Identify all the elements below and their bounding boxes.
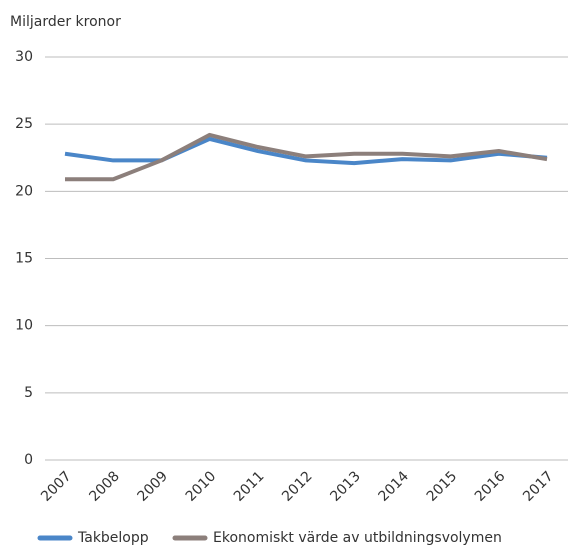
x-tick-label: 2012 — [279, 468, 316, 505]
x-tick-label: 2014 — [376, 468, 413, 505]
x-tick-label: 2013 — [327, 468, 364, 505]
y-tick-label: 5 — [24, 385, 33, 401]
x-tick-label: 2011 — [231, 468, 268, 505]
series-line — [65, 132, 548, 182]
x-tick-label: 2007 — [38, 468, 75, 505]
x-tick-label: 2010 — [183, 468, 220, 505]
y-axis-label: Miljarder kronor — [10, 14, 121, 30]
x-tick-label: 2015 — [424, 468, 461, 505]
y-tick-label: 25 — [15, 116, 33, 132]
y-tick-label: 20 — [15, 183, 33, 199]
x-tick-label: 2009 — [135, 468, 172, 505]
y-tick-label: 15 — [15, 251, 33, 267]
series-line — [64, 136, 548, 166]
legend-label: Takbelopp — [77, 530, 149, 546]
legend-label: Ekonomiskt värde av utbildningsvolymen — [213, 530, 502, 546]
x-tick-label: 2016 — [472, 468, 509, 505]
y-tick-label: 30 — [15, 49, 33, 65]
y-tick-label: 0 — [24, 452, 33, 468]
x-tick-label: 2008 — [86, 468, 123, 505]
y-tick-label: 10 — [15, 318, 33, 334]
x-tick-label: 2017 — [520, 468, 557, 505]
